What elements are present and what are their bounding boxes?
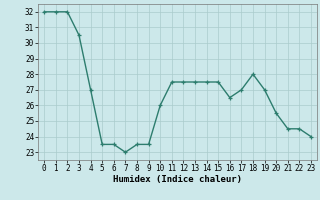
X-axis label: Humidex (Indice chaleur): Humidex (Indice chaleur)	[113, 175, 242, 184]
